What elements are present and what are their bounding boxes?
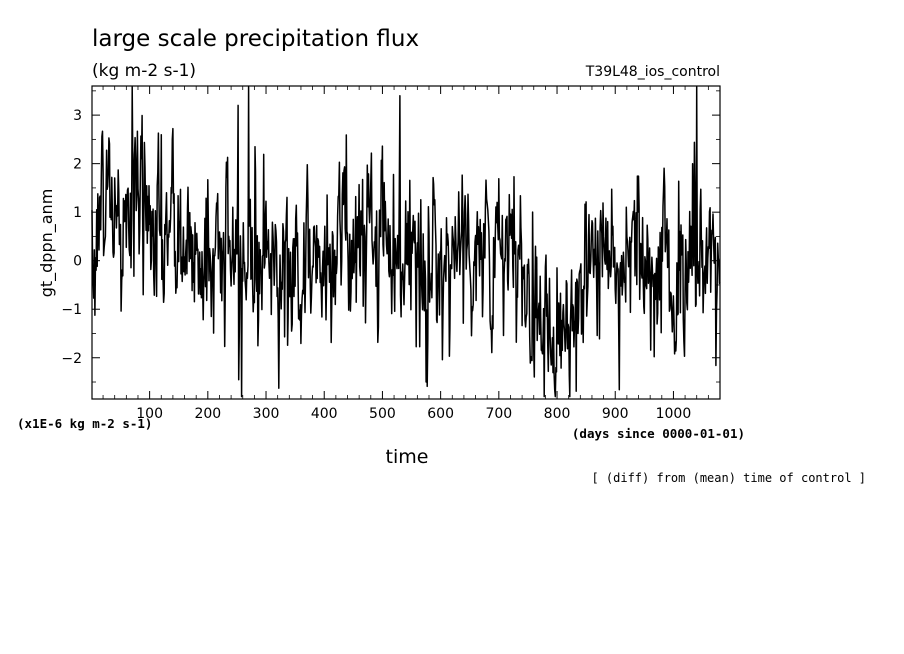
footnote: [ (diff) from (mean) time of control ] xyxy=(591,471,866,485)
y-axis-ticks: −2 −1 0 1 2 3 xyxy=(61,90,720,383)
x-axis-label: time xyxy=(386,446,429,468)
y-tick-label: −1 xyxy=(61,302,82,318)
x-tick-label: 400 xyxy=(311,406,338,422)
series-line xyxy=(91,86,721,398)
x-tick-label: 600 xyxy=(427,406,454,422)
x-tick-label: 900 xyxy=(602,406,629,422)
x-tick-label: 500 xyxy=(369,406,396,422)
y-tick-label: 0 xyxy=(73,254,82,270)
y-tick-label: −2 xyxy=(61,351,82,367)
chart-title: large scale precipitation flux xyxy=(92,26,419,52)
x-axis-ticks: 100 200 300 400 500 600 700 800 900 1000 xyxy=(102,86,709,422)
x-tick-label: 200 xyxy=(194,406,221,422)
x-tick-label: 300 xyxy=(253,406,280,422)
x-tick-label: 1000 xyxy=(656,406,692,422)
x-unit-note: (days since 0000-01-01) xyxy=(572,426,745,441)
run-label: T39L48_ios_control xyxy=(585,64,720,80)
y-unit-note: (x1E-6 kg m-2 s-1) xyxy=(17,416,152,431)
series-group xyxy=(91,86,721,398)
x-tick-label: 100 xyxy=(136,406,163,422)
chart-subtitle: (kg m-2 s-1) xyxy=(92,61,196,81)
y-tick-label: 3 xyxy=(73,108,82,124)
x-tick-label: 800 xyxy=(544,406,571,422)
y-axis-label: gt_dppn_anm xyxy=(37,189,57,298)
y-tick-label: 1 xyxy=(73,205,82,221)
y-tick-label: 2 xyxy=(73,157,82,173)
x-tick-label: 700 xyxy=(485,406,512,422)
